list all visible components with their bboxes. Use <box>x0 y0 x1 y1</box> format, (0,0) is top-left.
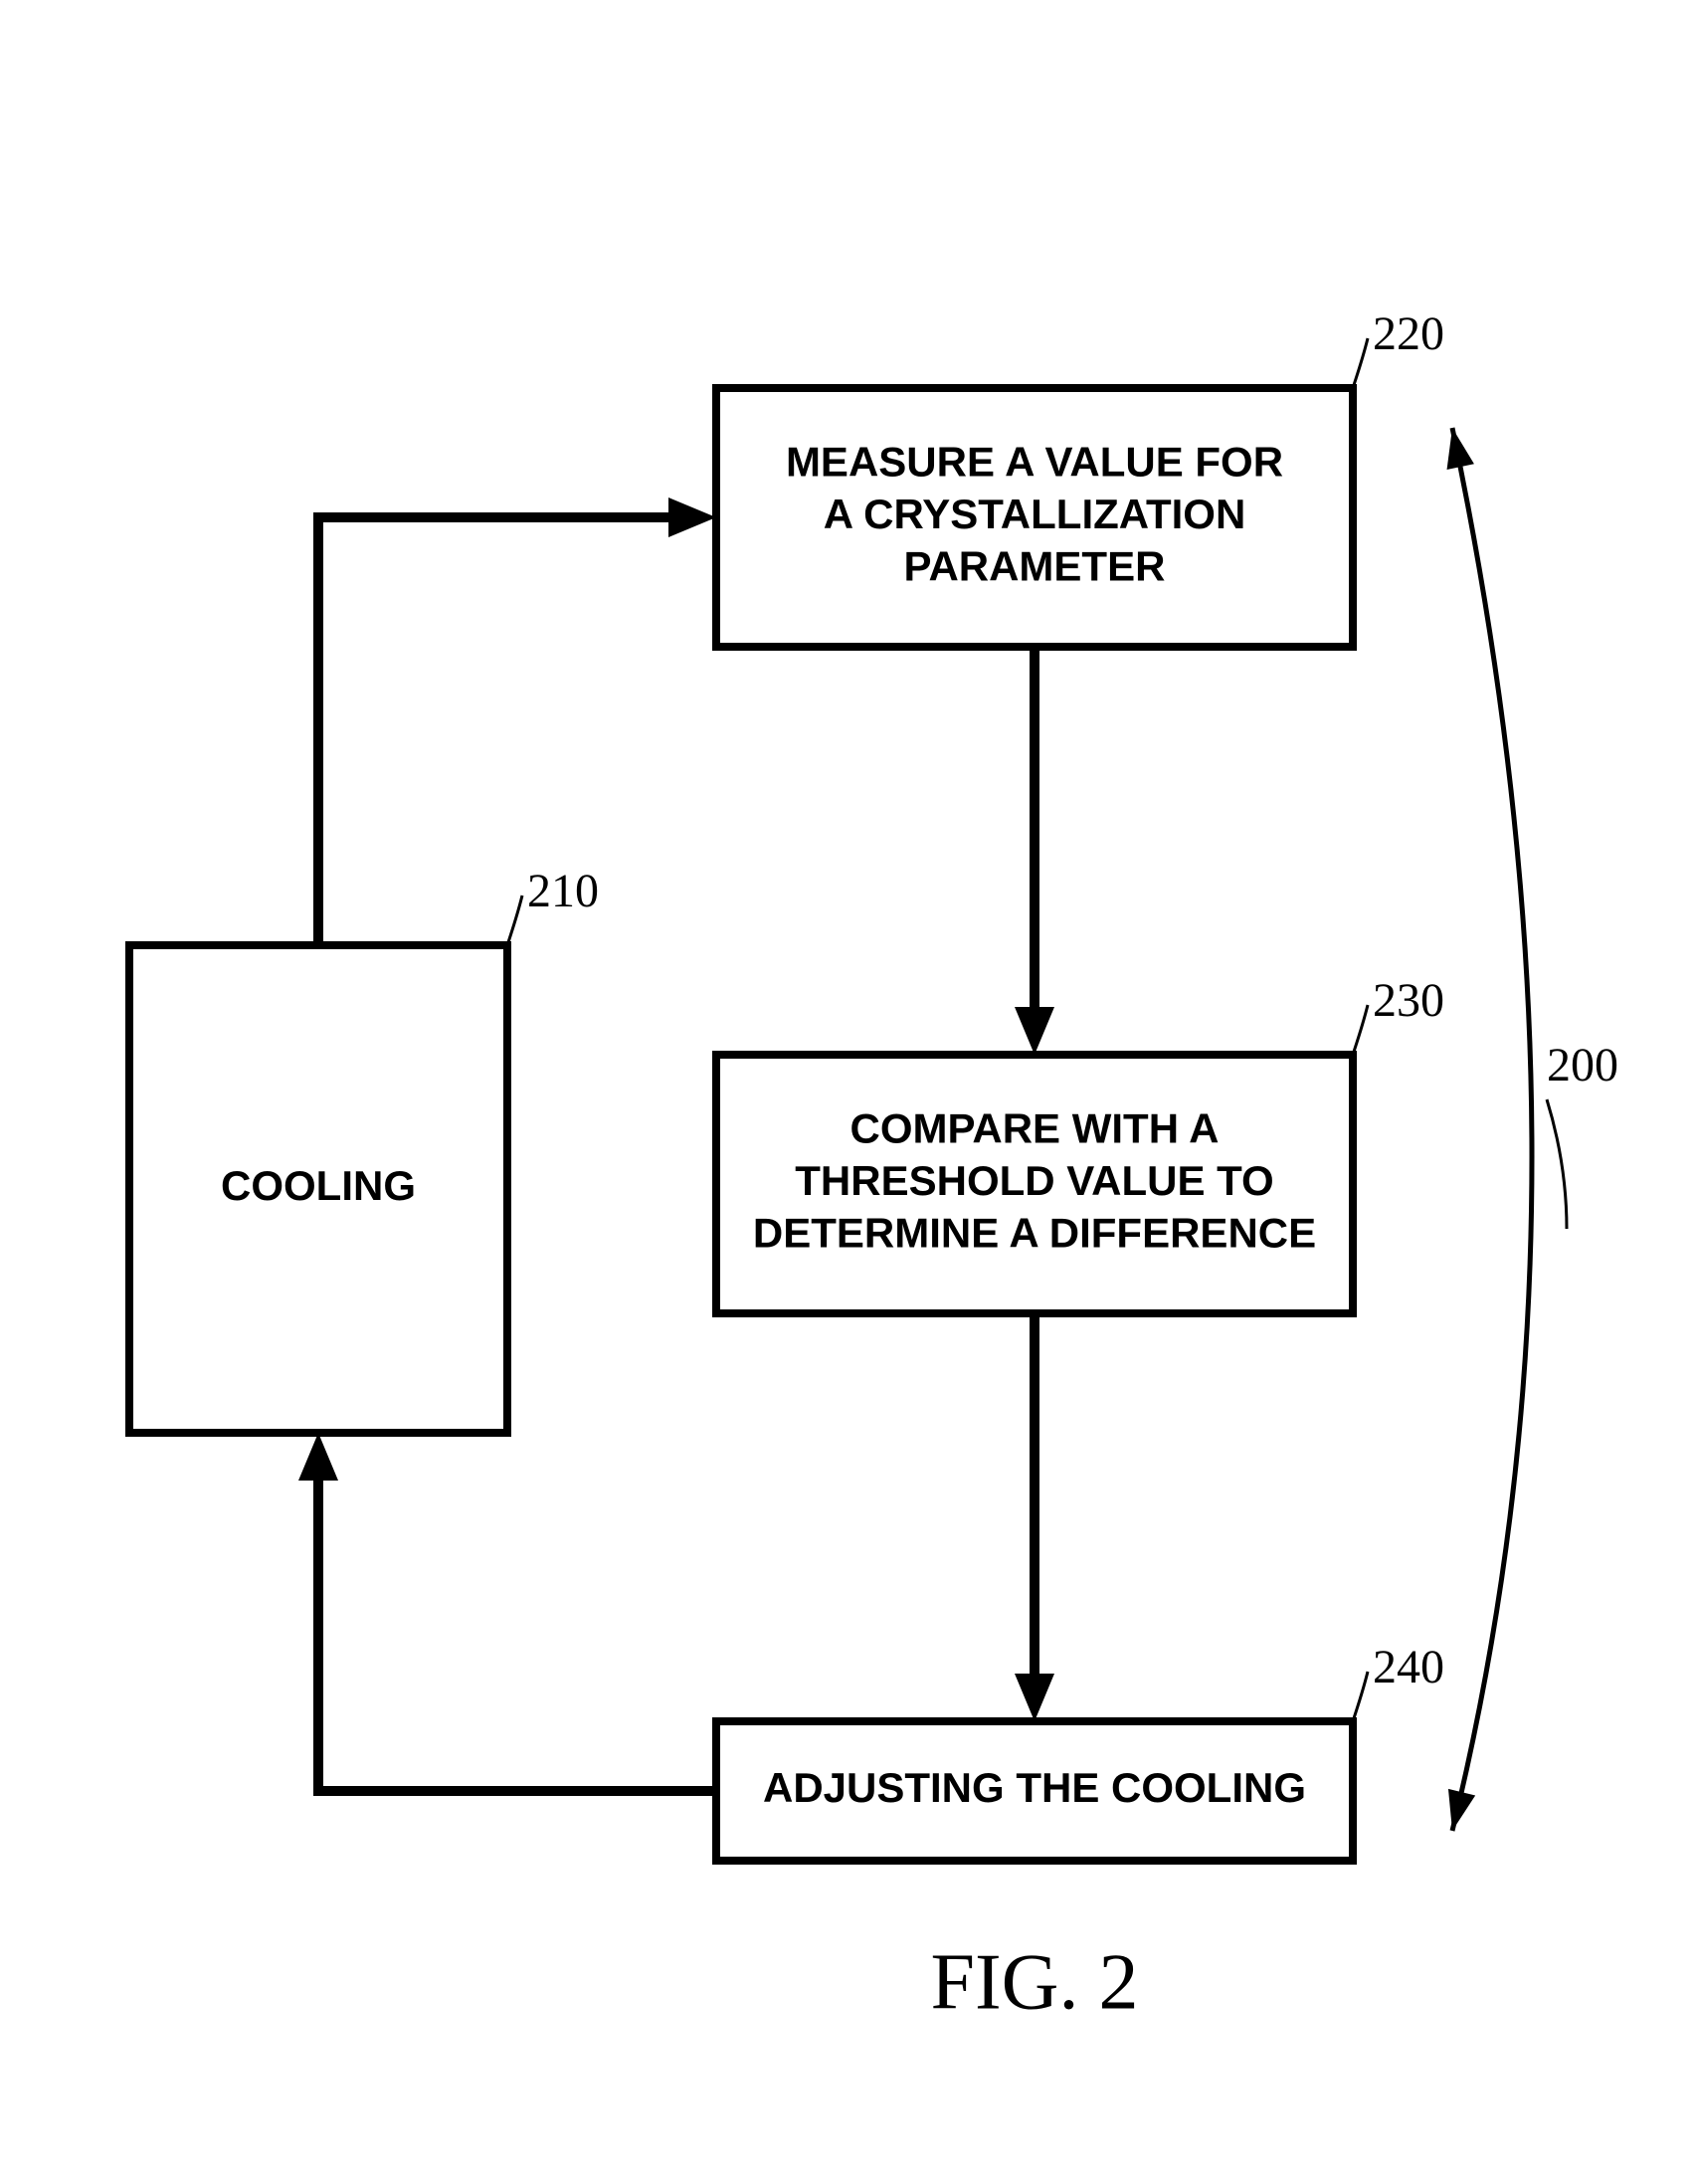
adjust-label: ADJUSTING THE COOLING <box>763 1764 1306 1811</box>
compare-leader <box>1353 1005 1368 1055</box>
measure-leader <box>1353 338 1368 388</box>
measure-label: PARAMETER <box>904 543 1166 590</box>
adjust-ref: 240 <box>1373 1641 1444 1693</box>
measure-ref: 220 <box>1373 307 1444 360</box>
connector-0 <box>318 517 668 945</box>
compare-label: THRESHOLD VALUE TO <box>795 1157 1273 1204</box>
cooling-label: COOLING <box>221 1162 416 1209</box>
arc-leader <box>1547 1099 1567 1229</box>
connector-3 <box>318 1481 716 1791</box>
compare-ref: 230 <box>1373 974 1444 1027</box>
compare-label: DETERMINE A DIFFERENCE <box>753 1210 1316 1257</box>
measure-label: MEASURE A VALUE FOR <box>786 439 1283 486</box>
figure-label: FIG. 2 <box>931 1938 1139 2026</box>
cooling-leader <box>507 895 522 945</box>
span-arc <box>1452 428 1532 1831</box>
measure-label: A CRYSTALLIZATION <box>824 491 1246 537</box>
adjust-leader <box>1353 1672 1368 1721</box>
arc-ref: 200 <box>1547 1039 1618 1092</box>
compare-label: COMPARE WITH A <box>850 1105 1220 1152</box>
cooling-ref: 210 <box>527 865 599 917</box>
